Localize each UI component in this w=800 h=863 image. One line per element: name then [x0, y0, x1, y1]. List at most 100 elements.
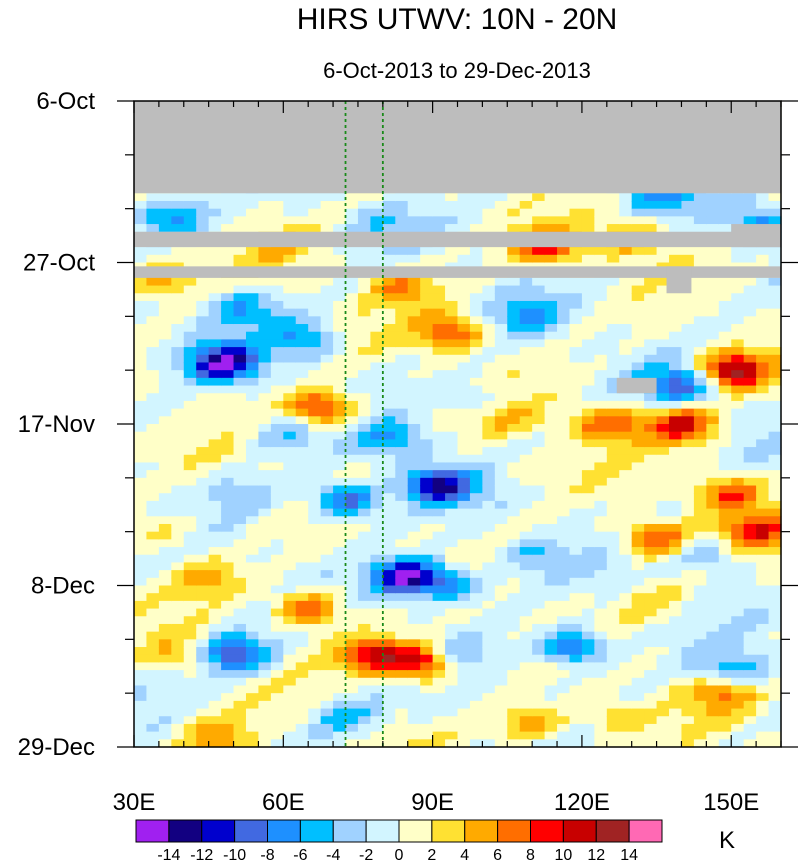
heatmap-cell: [718, 516, 732, 525]
heatmap-cell: [768, 477, 782, 487]
heatmap-cell: [619, 200, 633, 210]
heatmap-cell: [395, 316, 409, 325]
heatmap-cell: [295, 408, 309, 417]
colorbar-swatch: [168, 819, 203, 843]
heatmap-cell: [158, 693, 172, 702]
heatmap-cell: [731, 277, 745, 287]
heatmap-cell: [432, 400, 446, 410]
heatmap-cell: [420, 339, 434, 348]
heatmap-cell: [681, 516, 695, 525]
heatmap-cell: [183, 600, 197, 610]
heatmap-cell: [756, 424, 770, 433]
heatmap-cell: [183, 470, 197, 479]
heatmap-cell: [532, 723, 546, 733]
heatmap-cell: [681, 647, 695, 656]
heatmap-cell: [644, 631, 658, 640]
heatmap-cell: [196, 562, 210, 571]
heatmap-cell: [619, 477, 633, 487]
heatmap-cell: [134, 677, 148, 687]
heatmap-cell: [681, 424, 695, 433]
heatmap-cell: [482, 216, 496, 225]
heatmap-cell: [134, 485, 148, 494]
heatmap-cell: [308, 462, 322, 471]
heatmap-cell: [208, 447, 222, 456]
heatmap-cell: [320, 531, 334, 540]
heatmap-cell: [333, 400, 347, 410]
heatmap-cell: [357, 631, 371, 640]
heatmap-cell: [171, 508, 185, 517]
heatmap-cell: [768, 416, 782, 425]
heatmap-cell: [258, 739, 272, 748]
heatmap-cell: [544, 208, 558, 217]
heatmap-cell: [519, 462, 533, 471]
heatmap-cell: [718, 354, 732, 364]
heatmap-cell: [631, 693, 645, 702]
heatmap-cell: [693, 631, 707, 640]
heatmap-cell: [718, 662, 732, 671]
heatmap-cell: [581, 654, 595, 663]
heatmap-cell: [693, 516, 707, 525]
heatmap-cell: [382, 247, 396, 256]
heatmap-cell: [644, 608, 658, 617]
heatmap-cell: [345, 324, 359, 333]
heatmap-cell: [221, 577, 235, 587]
heatmap-cell: [656, 462, 670, 471]
heatmap-cell: [146, 416, 160, 425]
heatmap-cell: [557, 616, 571, 625]
heatmap-cell: [644, 670, 658, 679]
heatmap-cell: [146, 331, 160, 340]
heatmap-cell: [270, 354, 284, 364]
heatmap-cell: [718, 677, 732, 687]
heatmap-cell: [407, 677, 421, 687]
heatmap-cell: [594, 300, 608, 310]
heatmap-cell: [208, 639, 222, 648]
heatmap-cell: [407, 616, 421, 625]
heatmap-cell: [756, 508, 770, 517]
heatmap-cell: [395, 608, 409, 617]
heatmap-cell: [270, 623, 284, 633]
heatmap-cell: [469, 723, 483, 733]
heatmap-cell: [731, 462, 745, 471]
heatmap-cell: [469, 316, 483, 325]
heatmap-cell: [706, 562, 720, 571]
heatmap-cell: [258, 347, 272, 356]
heatmap-cell: [258, 493, 272, 502]
heatmap-cell: [469, 277, 483, 287]
heatmap-cell: [407, 485, 421, 494]
heatmap-cell: [494, 723, 508, 733]
heatmap-cell: [743, 570, 757, 579]
heatmap-cell: [208, 439, 222, 448]
heatmap-cell: [619, 416, 633, 425]
heatmap-cell: [519, 562, 533, 571]
heatmap-cell: [693, 716, 707, 725]
heatmap-cell: [606, 523, 620, 533]
heatmap-cell: [158, 247, 172, 256]
heatmap-cell: [382, 539, 396, 548]
heatmap-cell: [669, 716, 683, 725]
colorbar-swatch: [530, 819, 564, 843]
heatmap-cell: [756, 193, 770, 202]
heatmap-cell: [557, 554, 571, 564]
heatmap-cell: [544, 731, 558, 740]
heatmap-cell: [171, 285, 185, 294]
heatmap-cell: [532, 554, 546, 564]
heatmap-cell: [619, 708, 633, 717]
heatmap-cell: [333, 662, 347, 671]
heatmap-cell: [743, 731, 757, 740]
heatmap-cell: [171, 600, 185, 610]
heatmap-cell: [507, 493, 521, 502]
heatmap-cell: [494, 300, 508, 310]
heatmap-cell: [606, 354, 620, 364]
heatmap-cell: [283, 485, 297, 494]
heatmap-cell: [283, 300, 297, 310]
heatmap-cell: [283, 254, 297, 264]
heatmap-cell: [743, 539, 757, 548]
heatmap-cell: [656, 616, 670, 625]
heatmap-cell: [370, 447, 384, 456]
heatmap-cell: [183, 547, 197, 556]
heatmap-cell: [756, 339, 770, 348]
heatmap-cell: [158, 208, 172, 217]
heatmap-cell: [706, 377, 720, 387]
heatmap-cell: [469, 247, 483, 256]
